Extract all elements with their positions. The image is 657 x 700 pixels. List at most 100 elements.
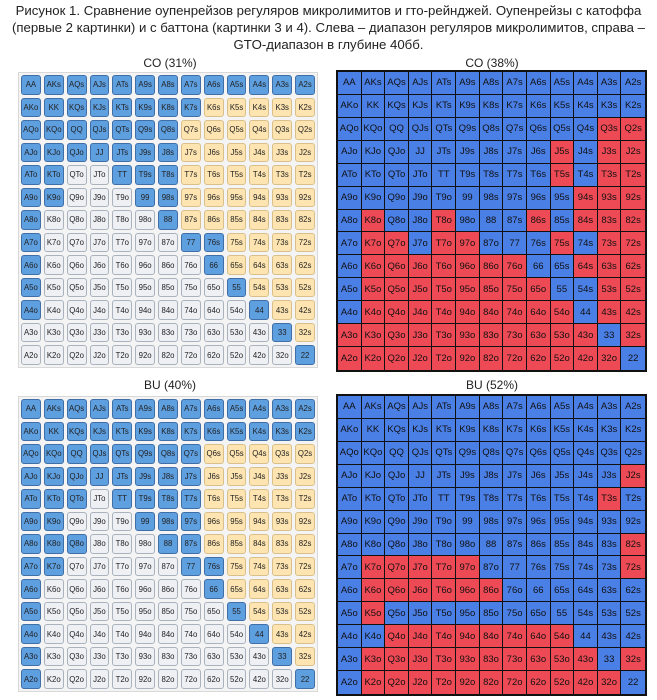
hand-cell-QJo: QJo	[66, 142, 87, 163]
hand-cell-62s: 62s	[295, 579, 315, 599]
hand-cell-93s: 93s	[597, 510, 622, 534]
hand-cell-QQ: QQ	[66, 444, 87, 464]
hand-cell-J2s: J2s	[621, 140, 645, 164]
hand-cell-82o: 82o	[158, 345, 178, 365]
hand-cell-T9s: T9s	[456, 163, 480, 187]
hand-cell-J2o: J2o	[89, 345, 110, 365]
hand-cell-75o: 75o	[180, 277, 201, 298]
hand-cell-AKs: AKs	[43, 399, 64, 419]
hand-cell-T9o: T9o	[432, 186, 457, 210]
hand-cell-J3s: J3s	[597, 140, 622, 164]
hand-cell-85o: 85o	[479, 278, 504, 302]
hand-cell-55: 55	[550, 278, 575, 302]
hand-cell-A2o: A2o	[21, 345, 41, 365]
hand-cell-KQo: KQo	[43, 120, 64, 140]
hand-cell-43s: 43s	[597, 625, 622, 649]
hand-cell-22: 22	[295, 345, 315, 365]
hand-cell-ATo: ATo	[338, 163, 362, 187]
hand-cell-85s: 85s	[226, 210, 247, 230]
hand-cell-Q3s: Q3s	[272, 444, 293, 464]
hand-cell-93s: 93s	[597, 186, 622, 210]
hand-cell-94s: 94s	[249, 511, 270, 532]
hand-cell-72s: 72s	[295, 556, 315, 577]
hand-cell-95s: 95s	[550, 186, 575, 210]
hand-cell-Q9s: Q9s	[456, 441, 480, 465]
hand-cell-T6o: T6o	[432, 579, 457, 603]
hand-cell-J7s: J7s	[180, 142, 201, 163]
chart-title-co-gto: CO (38%)	[465, 56, 519, 70]
hand-cell-A9s: A9s	[456, 396, 480, 419]
hand-cell-53o: 53o	[226, 646, 247, 667]
hand-cell-65s: 65s	[550, 579, 575, 603]
hand-cell-63o: 63o	[526, 648, 551, 672]
hand-cell-AKo: AKo	[338, 418, 362, 442]
hand-cell-75s: 75s	[550, 556, 575, 580]
hand-cell-K3s: K3s	[597, 94, 622, 118]
hand-cell-64o: 64o	[203, 300, 224, 320]
hand-cell-ATs: ATs	[112, 75, 133, 95]
hand-cell-77: 77	[503, 232, 527, 256]
hand-cell-J4s: J4s	[249, 466, 270, 487]
hand-cell-84o: 84o	[158, 300, 178, 320]
hand-cell-J9o: J9o	[89, 511, 110, 532]
hand-cell-54o: 54o	[226, 300, 247, 320]
hand-cell-T4s: T4s	[249, 165, 270, 185]
hand-cell-QQ: QQ	[385, 117, 409, 141]
hand-cell-A2o: A2o	[338, 671, 362, 694]
hand-cell-AKo: AKo	[21, 97, 41, 118]
hand-cell-42o: 42o	[249, 345, 270, 365]
hand-cell-T7s: T7s	[180, 489, 201, 509]
hand-cell-AQs: AQs	[66, 75, 87, 95]
hand-cell-76o: 76o	[180, 255, 201, 275]
hand-cell-74s: 74s	[574, 232, 598, 256]
hand-cell-T5s: T5s	[226, 489, 247, 509]
hand-cell-AQo: AQo	[338, 441, 362, 465]
hand-cell-T6o: T6o	[432, 255, 457, 279]
hand-cell-86o: 86o	[158, 255, 178, 275]
hand-cell-Q4o: Q4o	[66, 300, 87, 320]
hand-cell-83s: 83s	[597, 209, 622, 233]
hand-cell-Q8o: Q8o	[385, 209, 409, 233]
hand-cell-42o: 42o	[574, 671, 598, 694]
hand-cell-J7o: J7o	[89, 556, 110, 577]
hand-cell-43s: 43s	[597, 301, 622, 325]
hand-cell-Q9o: Q9o	[66, 187, 87, 208]
hand-cell-T8s: T8s	[158, 489, 178, 509]
hand-cell-K4s: K4s	[574, 94, 598, 118]
hand-cell-73s: 73s	[272, 232, 293, 253]
hand-cell-K7o: K7o	[43, 556, 64, 577]
hand-cell-82s: 82s	[621, 209, 645, 233]
hand-cell-Q2o: Q2o	[66, 669, 87, 689]
hand-cell-72o: 72o	[180, 345, 201, 365]
hand-cell-J4o: J4o	[89, 624, 110, 644]
hand-cell-T2o: T2o	[432, 347, 457, 370]
hand-cell-A7s: A7s	[503, 72, 527, 95]
hand-cell-K8s: K8s	[158, 421, 178, 442]
hand-cell-33: 33	[272, 322, 293, 343]
hand-cell-84s: 84s	[249, 210, 270, 230]
hand-cell-76s: 76s	[203, 556, 224, 577]
hand-cell-KQs: KQs	[385, 94, 409, 118]
hand-cell-JTo: JTo	[89, 489, 110, 509]
hand-cell-T5s: T5s	[550, 163, 575, 187]
hand-cell-JTs: JTs	[432, 140, 457, 164]
hand-cell-63o: 63o	[203, 646, 224, 667]
hand-cell-A7o: A7o	[338, 556, 362, 580]
hand-cell-Q5o: Q5o	[66, 277, 87, 298]
hand-cell-93s: 93s	[272, 187, 293, 208]
hand-cell-T7s: T7s	[180, 165, 201, 185]
hand-cell-85o: 85o	[479, 602, 504, 626]
hand-cell-Q9o: Q9o	[66, 511, 87, 532]
hand-cell-T4s: T4s	[249, 489, 270, 509]
hand-cell-86o: 86o	[479, 255, 504, 279]
hand-cell-KJo: KJo	[43, 466, 64, 487]
hand-cell-85o: 85o	[158, 601, 178, 622]
hand-cell-T8o: T8o	[112, 534, 133, 554]
hand-cell-A3s: A3s	[272, 75, 293, 95]
hand-cell-T4o: T4o	[112, 624, 133, 644]
hand-cell-T8s: T8s	[479, 163, 504, 187]
hand-cell-KJo: KJo	[361, 140, 386, 164]
hand-cell-94s: 94s	[574, 510, 598, 534]
hand-cell-Q5s: Q5s	[550, 117, 575, 141]
hand-cell-92s: 92s	[621, 186, 645, 210]
